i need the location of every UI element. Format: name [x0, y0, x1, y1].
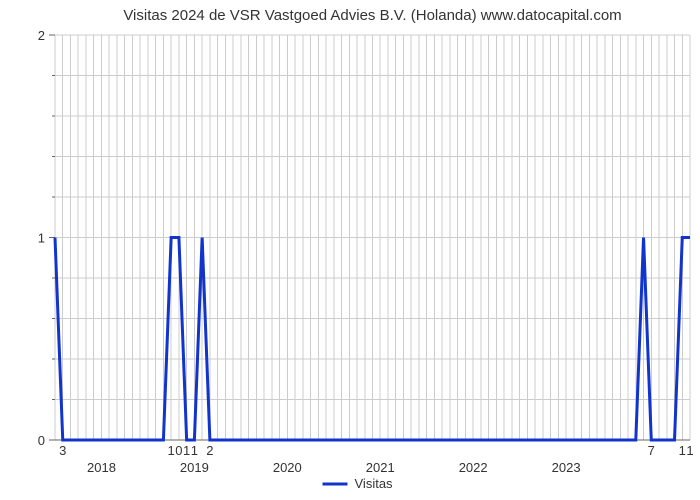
gridlines	[55, 35, 690, 440]
legend-label: Visitas	[355, 476, 394, 491]
x-tick-label: 2019	[180, 460, 209, 475]
x-tick-label: 2021	[366, 460, 395, 475]
legend: Visitas	[323, 476, 394, 491]
y-tick-label: 2	[38, 28, 45, 43]
point-label: 1	[168, 443, 175, 458]
point-label: 1	[191, 443, 198, 458]
point-label: 1	[679, 443, 686, 458]
point-label: 0	[175, 443, 182, 458]
visits-chart: Visitas 2024 de VSR Vastgoed Advies B.V.…	[0, 0, 700, 500]
y-axis: 0 1 2	[38, 28, 55, 448]
point-labels: 310112711	[59, 443, 693, 458]
point-label: 1	[686, 443, 693, 458]
y-tick-label: 1	[38, 231, 45, 246]
y-tick-label: 0	[38, 433, 45, 448]
x-tick-label: 2020	[273, 460, 302, 475]
chart-svg: Visitas 2024 de VSR Vastgoed Advies B.V.…	[0, 0, 700, 500]
x-tick-label: 2018	[87, 460, 116, 475]
x-tick-label: 2022	[459, 460, 488, 475]
chart-title: Visitas 2024 de VSR Vastgoed Advies B.V.…	[123, 7, 621, 24]
x-axis: 2018 2019 2020 2021 2022 2023	[87, 460, 581, 475]
point-label: 2	[206, 443, 213, 458]
point-label: 3	[59, 443, 66, 458]
point-label: 1	[183, 443, 190, 458]
x-tick-label: 2023	[552, 460, 581, 475]
point-label: 7	[648, 443, 655, 458]
